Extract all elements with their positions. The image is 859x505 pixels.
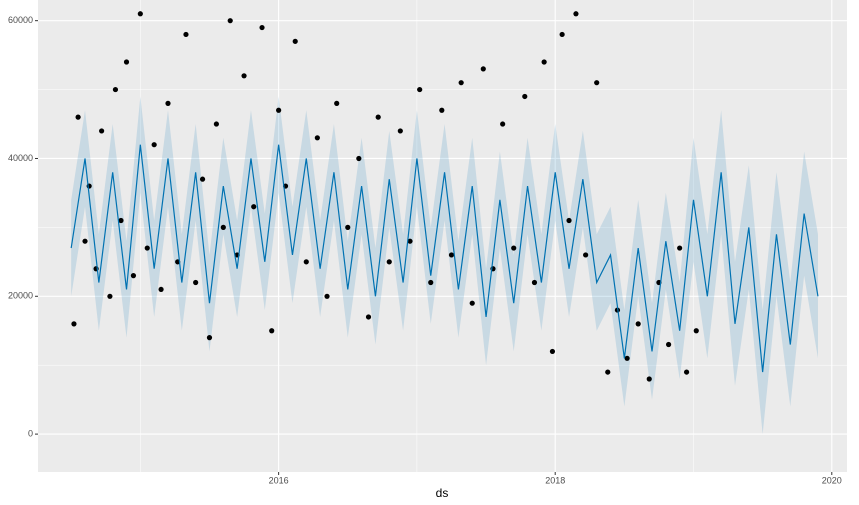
observed-point	[269, 328, 275, 334]
observed-point	[165, 100, 171, 106]
observed-point	[324, 293, 330, 299]
observed-point	[428, 279, 434, 286]
uncertainty-band	[71, 96, 818, 435]
observed-point	[183, 31, 189, 38]
observed-point	[417, 86, 423, 93]
observed-point	[118, 217, 124, 224]
observed-point	[635, 321, 641, 327]
observed-point	[365, 314, 372, 320]
observed-point	[541, 59, 547, 65]
observed-point	[549, 348, 556, 355]
observed-point	[241, 73, 247, 79]
observed-point	[559, 31, 565, 38]
observed-point	[500, 121, 506, 127]
observed-point	[99, 128, 105, 134]
forecast-line	[70, 144, 819, 373]
observed-point	[251, 204, 257, 210]
observed-point	[693, 328, 699, 334]
observed-point	[605, 369, 611, 375]
observed-point	[314, 135, 320, 141]
observed-point	[439, 107, 445, 113]
x-tick-label: 2020	[822, 475, 842, 485]
panel-background	[38, 0, 847, 472]
observed-point	[206, 335, 213, 341]
observed-point	[386, 259, 392, 265]
observed-point	[683, 369, 690, 375]
observed-point	[199, 176, 206, 182]
observed-point	[82, 238, 88, 244]
observed-point	[130, 273, 137, 279]
plot-panel	[38, 0, 847, 472]
observed-point	[646, 376, 652, 382]
observed-point	[144, 245, 150, 251]
observed-point	[583, 252, 589, 258]
observed-point	[458, 80, 464, 86]
observed-point	[75, 114, 81, 120]
observed-point	[137, 11, 143, 17]
observed-point	[511, 245, 517, 251]
observed-point	[345, 224, 351, 230]
x-tick-label: 2016	[269, 475, 289, 485]
observed-point	[107, 293, 113, 299]
observed-point	[480, 66, 486, 72]
x-tick-label: 2018	[545, 475, 565, 485]
y-tick-label: 60000	[8, 15, 33, 25]
observed-point	[303, 259, 309, 265]
observed-point	[71, 321, 77, 327]
observed-point	[292, 38, 298, 44]
observed-point	[666, 341, 672, 348]
observed-point	[220, 224, 226, 230]
observed-point	[448, 252, 455, 258]
observed-point	[259, 24, 265, 31]
observed-point	[469, 300, 475, 306]
observed-point	[573, 11, 579, 17]
observed-point	[193, 279, 199, 286]
observed-point	[151, 142, 157, 148]
observed-point	[276, 107, 282, 113]
observed-point	[213, 121, 219, 127]
observed-point	[123, 59, 130, 65]
observed-point	[677, 245, 683, 251]
observed-point	[158, 286, 164, 293]
observed-point	[334, 100, 340, 106]
observed-point	[531, 279, 538, 286]
observed-point	[522, 93, 528, 100]
observed-point	[112, 86, 119, 93]
observed-point	[356, 155, 362, 162]
y-tick-label: 40000	[8, 153, 33, 163]
observed-point	[594, 80, 600, 86]
x-axis-title: ds	[436, 486, 449, 500]
observed-point	[397, 128, 403, 134]
observed-point	[227, 18, 233, 24]
observed-point	[566, 217, 572, 224]
observed-point	[375, 114, 381, 120]
observed-point	[407, 238, 413, 244]
observed-point	[624, 355, 630, 361]
y-tick-label: 0	[28, 428, 33, 438]
y-tick-label: 20000	[8, 291, 33, 301]
